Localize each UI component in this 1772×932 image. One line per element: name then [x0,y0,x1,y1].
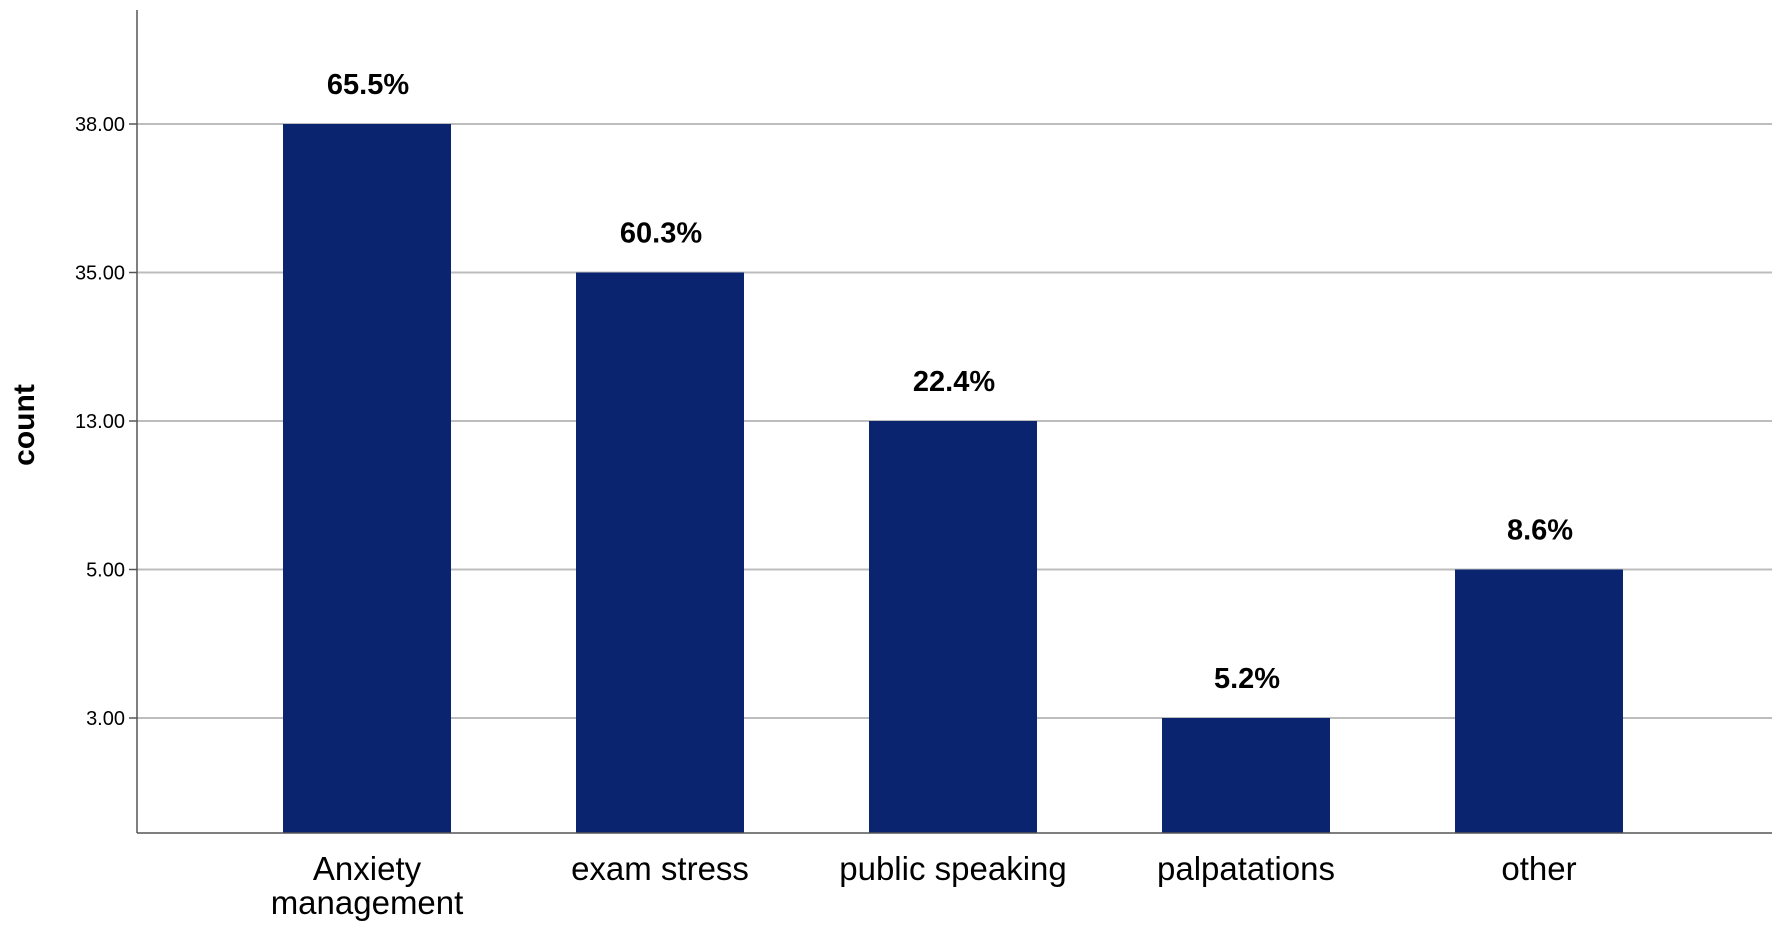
y-tick-label: 35.00 [75,263,125,285]
x-tick-label: Anxiety management [271,850,464,921]
bar [283,124,451,833]
y-tick-label: 38.00 [75,114,125,136]
x-tick-label: other [1501,850,1576,887]
x-tick-label: exam stress [571,850,749,887]
y-tick-label: 5.00 [86,560,125,582]
bar [1162,718,1330,833]
x-tick-label: palpatations [1157,850,1335,887]
y-axis-title: count [8,384,41,466]
y-tick-label: 13.00 [75,411,125,433]
data-label: 60.3% [620,218,702,250]
axes [136,10,1772,834]
x-tick-labels: Anxiety management exam stress public speak… [271,850,1577,921]
data-label: 22.4% [913,366,995,398]
bar [869,421,1037,833]
y-tick-labels: 38.00 35.00 13.00 5.00 3.00 [75,114,125,730]
bars [283,124,1623,833]
x-tick-label: public speaking [839,850,1067,887]
data-label: 65.5% [327,69,409,101]
y-tick-label: 3.00 [86,708,125,730]
data-labels: 65.5% 60.3% 22.4% 5.2% 8.6% [327,69,1573,695]
bar [576,272,744,833]
data-label: 8.6% [1507,515,1573,547]
bar [1455,569,1623,833]
data-label: 5.2% [1214,663,1280,695]
